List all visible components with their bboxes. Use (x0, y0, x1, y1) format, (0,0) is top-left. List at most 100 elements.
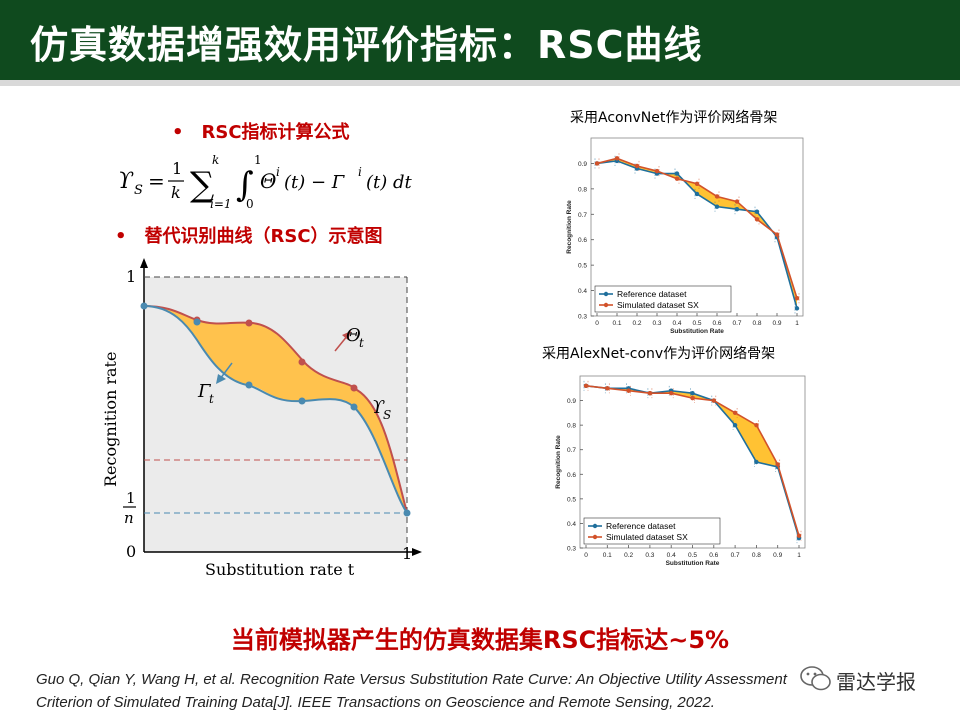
formula-frac-num: 1 (172, 159, 182, 178)
data-point (734, 207, 740, 212)
formula-sum: ∑ (190, 165, 214, 205)
bullet-formula-text: RSC指标计算公式 (201, 122, 350, 143)
data-point (690, 395, 695, 401)
x-axis-label: Substitution Rate (670, 328, 724, 335)
data-point (711, 398, 716, 403)
theta-label-sub: t (359, 336, 364, 350)
formula-theta-sup: i (276, 165, 280, 179)
y-tick-label: 0.9 (578, 161, 587, 168)
y-tick-one: 1 (126, 267, 136, 286)
watermark: 雷达学报 (800, 662, 950, 696)
x-tick-label: 0.4 (672, 320, 681, 327)
formula-int-top: 1 (254, 153, 262, 167)
y-tick-label: 0.7 (567, 447, 576, 454)
y-tick-label: 0.4 (578, 288, 587, 295)
formula-lhs: ϒ (118, 169, 134, 194)
legend-marker (603, 291, 609, 297)
theta-point (350, 384, 358, 392)
bullet-mark: • (115, 226, 127, 247)
rsc-schematic: Θ t Γ t ϒ S 1 1 n 0 1 Substitution rate … (101, 258, 422, 579)
difference-area (586, 385, 799, 539)
bullet-diagram-heading: • 替代识别曲线（RSC）示意图 (115, 222, 383, 248)
y-tick-label: 0.3 (567, 546, 576, 553)
x-tick-label: 0.1 (603, 552, 612, 559)
x-tick-label: 0.3 (645, 552, 654, 559)
x-tick-label: 0.8 (752, 552, 761, 559)
rsc-formula: ϒ S = 1 k ∑ k i=1 ∫ 1 0 Θ i (t) − Γ i (t… (118, 153, 413, 211)
x-tick-label: 0.4 (667, 552, 676, 559)
x-axis-label: Substitution Rate (666, 560, 720, 567)
bullet-mark: • (172, 122, 184, 143)
y-tick-label: 0.7 (578, 212, 587, 219)
area-label: ϒ (372, 397, 385, 418)
data-point (690, 391, 695, 396)
theta-point (245, 319, 253, 327)
x-tick-label: 0.6 (712, 320, 721, 327)
formula-mid: (t) − Γ (284, 172, 346, 193)
main-y-label: Recognition rate (101, 352, 120, 487)
data-point (654, 168, 660, 174)
y-tick-label: 0.8 (578, 186, 587, 193)
legend-label: Simulated dataset SX (617, 300, 699, 310)
data-point (583, 383, 589, 389)
x-tick-label: 0.8 (752, 320, 761, 327)
x-tick-label: 0 (584, 552, 588, 559)
gamma-curve (143, 305, 408, 514)
title-divider (0, 80, 960, 86)
formula-sum-bottom: i=1 (210, 197, 232, 211)
gamma-point (350, 403, 358, 411)
data-point (794, 306, 800, 311)
legend-box (594, 285, 732, 313)
formula-integral: ∫ (236, 165, 254, 205)
data-point (614, 156, 620, 161)
x-tick-label: 0.3 (652, 320, 661, 327)
y-tick-label: 0.6 (578, 237, 587, 244)
formula-eq: = (148, 169, 165, 193)
data-point (694, 191, 700, 197)
data-point (794, 296, 800, 301)
citation-line-2: Criterion of Simulated Training Data[J].… (36, 694, 715, 711)
x-tick-label: 0.7 (732, 320, 741, 327)
data-point (732, 410, 738, 416)
legend-label: Simulated dataset SX (606, 532, 688, 542)
data-point (694, 181, 700, 186)
formula-lhs-sub: S (134, 183, 143, 198)
y-axis-label: Recognition Rate (566, 200, 573, 254)
alexnet-chart: 0.3 0.4 0.5 0.6 0.7 0.8 0.9 0 0.1 0.2 0.3 0.4 0.5 0.6… (555, 375, 806, 567)
y-tick-label: 0.8 (567, 423, 576, 430)
x-tick-label: 0.2 (632, 320, 641, 327)
gamma-label-sub: t (209, 392, 214, 406)
y-axis-label: Recognition Rate (555, 435, 562, 489)
y-tick-frac-den: n (124, 509, 134, 527)
x-tick-label: 0.6 (709, 552, 718, 559)
data-point (775, 462, 780, 467)
theta-point (298, 358, 306, 366)
data-point (754, 209, 760, 214)
y-tick-label: 0.9 (567, 398, 576, 405)
conclusion-text: 当前模拟器产生的仿真数据集RSC指标达~5% (230, 626, 730, 654)
data-point (754, 217, 760, 222)
formula-frac-den: k (171, 183, 181, 202)
x-tick-label: 0.5 (692, 320, 701, 327)
area-label-sub: S (383, 408, 391, 422)
legend-box (583, 517, 721, 545)
y-tick-label: 0.5 (567, 496, 576, 503)
gamma-arrow (219, 362, 233, 380)
legend-marker (603, 302, 609, 308)
y-tick-label: 0.5 (578, 263, 587, 270)
data-point (674, 176, 680, 181)
data-point (634, 163, 640, 169)
data-point (626, 388, 631, 393)
data-point (714, 194, 720, 199)
x-tick-label: 0.1 (612, 320, 621, 327)
slide-title: 仿真数据增强效用评价指标：RSC曲线 (30, 23, 703, 67)
data-point (774, 232, 780, 237)
y-axis-arrow (140, 258, 148, 268)
formula-theta: Θ (260, 169, 276, 193)
gamma-markers (140, 302, 411, 517)
data-point (594, 161, 600, 166)
citation: Guo Q, Qian Y, Wang H, et al. Recognitio… (36, 668, 916, 714)
data-point (754, 459, 759, 465)
gamma-label: Γ (197, 381, 212, 402)
gamma-point (403, 509, 411, 517)
